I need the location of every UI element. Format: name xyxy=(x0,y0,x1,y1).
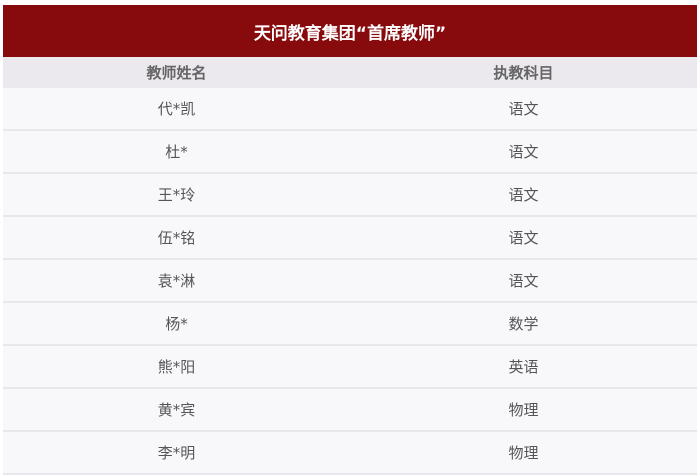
table-row: 袁*淋 语文 xyxy=(3,260,697,303)
teacher-table: 天问教育集团“首席教师” 教师姓名 执教科目 代*凯 语文 杜* 语文 王*玲 语文 伍*铭… xyxy=(3,5,697,475)
teacher-subject: 语文 xyxy=(508,272,539,290)
teacher-subject: 数学 xyxy=(508,315,539,333)
teacher-subject: 语文 xyxy=(508,143,539,161)
table-title: 天问教育集团“首席教师” xyxy=(3,5,697,57)
table-row: 伍*铭 语文 xyxy=(3,217,697,260)
teacher-name: 袁*淋 xyxy=(157,272,196,290)
teacher-name: 李*明 xyxy=(157,444,196,462)
teacher-subject: 英语 xyxy=(508,358,539,376)
table-row: 黄*宾 物理 xyxy=(3,389,697,432)
table-row: 杜* 语文 xyxy=(3,131,697,174)
teacher-subject: 物理 xyxy=(508,444,539,462)
teacher-subject: 语文 xyxy=(508,186,539,204)
teacher-subject: 物理 xyxy=(508,401,539,419)
teacher-name: 杜* xyxy=(165,143,188,161)
column-header-name: 教师姓名 xyxy=(146,64,207,82)
teacher-name: 杨* xyxy=(165,315,188,333)
column-header-row: 教师姓名 执教科目 xyxy=(3,57,697,88)
teacher-name: 熊*阳 xyxy=(157,358,196,376)
teacher-name: 王*玲 xyxy=(157,186,196,204)
table-row: 熊*阳 英语 xyxy=(3,346,697,389)
table-row: 王*玲 语文 xyxy=(3,174,697,217)
teacher-name: 代*凯 xyxy=(157,100,196,118)
teacher-name: 伍*铭 xyxy=(157,229,196,247)
table-row: 杨* 数学 xyxy=(3,303,697,346)
table-row: 李*明 物理 xyxy=(3,432,697,475)
table-body: 代*凯 语文 杜* 语文 王*玲 语文 伍*铭 语文 袁*淋 语文 杨* 数学 熊*阳 英语 黄*宾 物理 李*… xyxy=(3,88,697,475)
teacher-name: 黄*宾 xyxy=(157,401,196,419)
teacher-subject: 语文 xyxy=(508,100,539,118)
column-header-subject: 执教科目 xyxy=(493,64,554,82)
teacher-subject: 语文 xyxy=(508,229,539,247)
table-row: 代*凯 语文 xyxy=(3,88,697,131)
